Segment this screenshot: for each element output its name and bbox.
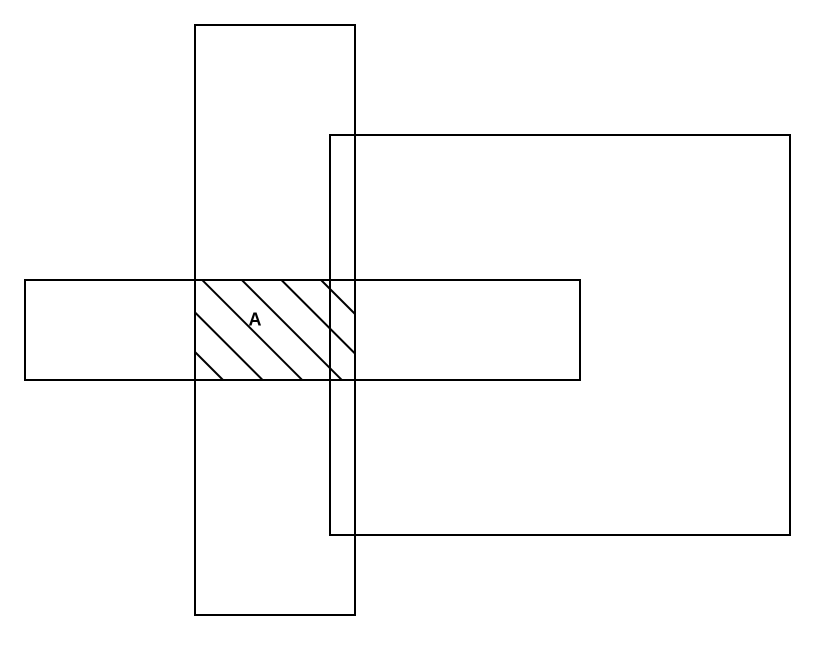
diagram-svg xyxy=(0,0,832,647)
region-label-a: A xyxy=(249,310,262,331)
rect-large-rect xyxy=(330,135,790,535)
diagram-container: A xyxy=(0,0,832,647)
